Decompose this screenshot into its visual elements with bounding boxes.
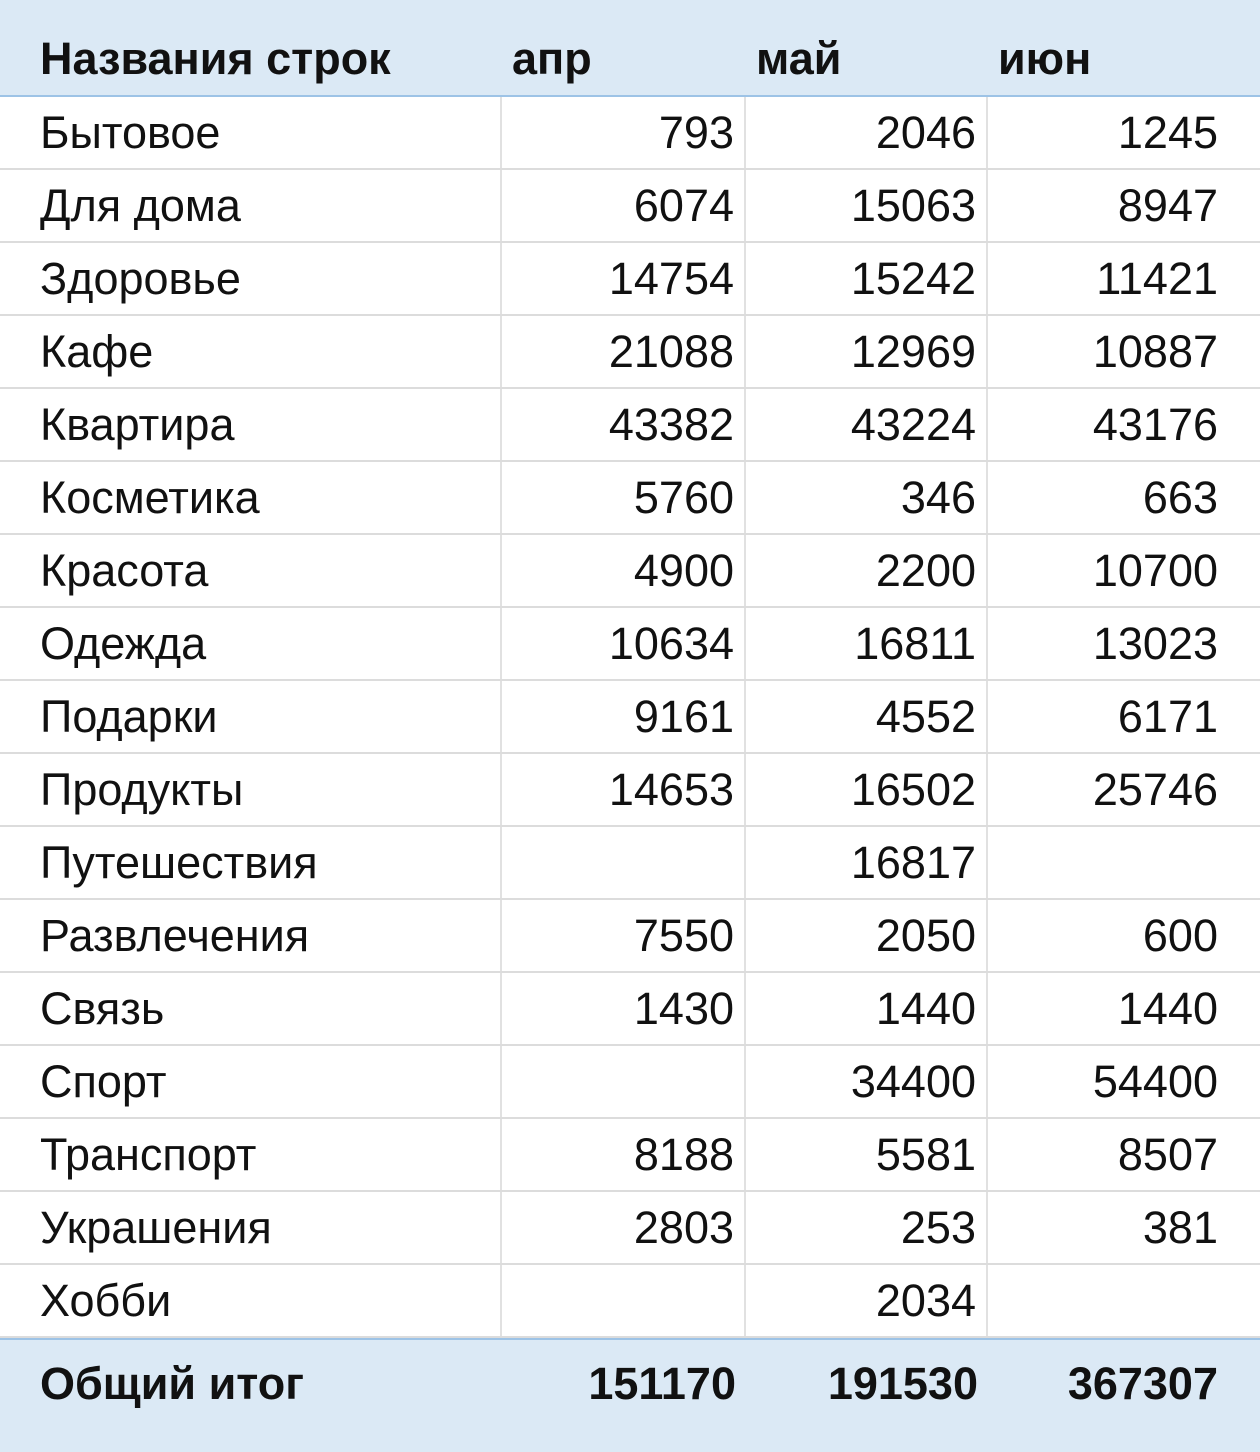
grand-total-row: Общий итог 151170 191530 367307 xyxy=(0,1338,1260,1452)
apr-value-cell[interactable]: 6074 xyxy=(502,170,746,241)
row-label-cell[interactable]: Здоровье xyxy=(0,243,502,314)
table-row: Косметика 5760 346 663 xyxy=(0,462,1260,535)
row-label-cell[interactable]: Продукты xyxy=(0,754,502,825)
apr-value-cell[interactable]: 7550 xyxy=(502,900,746,971)
header-row: Названия строк апр май июн xyxy=(0,0,1260,97)
apr-value-cell[interactable]: 21088 xyxy=(502,316,746,387)
row-label-cell[interactable]: Хобби xyxy=(0,1265,502,1336)
row-label-cell[interactable]: Развлечения xyxy=(0,900,502,971)
table-row: Квартира 43382 43224 43176 xyxy=(0,389,1260,462)
apr-value-cell[interactable]: 793 xyxy=(502,97,746,168)
apr-value-cell[interactable]: 43382 xyxy=(502,389,746,460)
jun-value-cell[interactable]: 43176 xyxy=(1092,398,1218,450)
jun-value-cell[interactable]: 381 xyxy=(1142,1201,1218,1253)
row-label-cell[interactable]: Бытовое xyxy=(0,97,502,168)
may-value-cell[interactable]: 15063 xyxy=(746,170,988,241)
grand-total-jun[interactable]: 367307 xyxy=(1067,1358,1218,1409)
grand-total-label[interactable]: Общий итог xyxy=(40,1358,304,1409)
table-row: Здоровье 14754 15242 11421 xyxy=(0,243,1260,316)
jun-value-cell[interactable]: 8947 xyxy=(1117,179,1218,231)
header-apr[interactable]: апр xyxy=(512,33,592,84)
jun-value-cell[interactable]: 600 xyxy=(1142,909,1218,961)
table-row: Одежда 10634 16811 13023 xyxy=(0,608,1260,681)
jun-value-cell[interactable]: 10887 xyxy=(1092,325,1218,377)
row-label-cell[interactable]: Одежда xyxy=(0,608,502,679)
header-may[interactable]: май xyxy=(756,33,842,84)
row-label-cell[interactable]: Украшения xyxy=(0,1192,502,1263)
may-value-cell[interactable]: 12969 xyxy=(746,316,988,387)
jun-value-cell[interactable]: 1245 xyxy=(1117,106,1218,158)
may-value-cell[interactable]: 43224 xyxy=(746,389,988,460)
row-label-cell[interactable]: Путешествия xyxy=(0,827,502,898)
table-row: Хобби 2034 xyxy=(0,1265,1260,1338)
may-value-cell[interactable]: 16811 xyxy=(746,608,988,679)
header-row-labels[interactable]: Названия строк xyxy=(40,33,391,84)
row-label-cell[interactable]: Красота xyxy=(0,535,502,606)
apr-value-cell[interactable]: 10634 xyxy=(502,608,746,679)
table-row: Продукты 14653 16502 25746 xyxy=(0,754,1260,827)
may-value-cell[interactable]: 4552 xyxy=(746,681,988,752)
table-row: Для дома 6074 15063 8947 xyxy=(0,170,1260,243)
jun-value-cell[interactable]: 13023 xyxy=(1092,617,1218,669)
may-value-cell[interactable]: 5581 xyxy=(746,1119,988,1190)
table-row: Украшения 2803 253 381 xyxy=(0,1192,1260,1265)
grand-total-apr[interactable]: 151170 xyxy=(588,1358,736,1409)
jun-value-cell[interactable]: 1440 xyxy=(1117,982,1218,1034)
may-value-cell[interactable]: 16817 xyxy=(746,827,988,898)
apr-value-cell[interactable]: 8188 xyxy=(502,1119,746,1190)
jun-value-cell[interactable] xyxy=(988,1265,1260,1336)
apr-value-cell[interactable] xyxy=(502,1046,746,1117)
table-row: Связь 1430 1440 1440 xyxy=(0,973,1260,1046)
table-row: Подарки 9161 4552 6171 xyxy=(0,681,1260,754)
table-row: Развлечения 7550 2050 600 xyxy=(0,900,1260,973)
header-jun[interactable]: июн xyxy=(998,33,1092,84)
may-value-cell[interactable]: 15242 xyxy=(746,243,988,314)
may-value-cell[interactable]: 253 xyxy=(746,1192,988,1263)
table-row: Красота 4900 2200 10700 xyxy=(0,535,1260,608)
row-label-cell[interactable]: Подарки xyxy=(0,681,502,752)
jun-value-cell[interactable]: 54400 xyxy=(1092,1055,1218,1107)
apr-value-cell[interactable]: 14754 xyxy=(502,243,746,314)
apr-value-cell[interactable]: 1430 xyxy=(502,973,746,1044)
table-row: Спорт 34400 54400 xyxy=(0,1046,1260,1119)
may-value-cell[interactable]: 1440 xyxy=(746,973,988,1044)
apr-value-cell[interactable]: 2803 xyxy=(502,1192,746,1263)
table-row: Кафе 21088 12969 10887 xyxy=(0,316,1260,389)
may-value-cell[interactable]: 34400 xyxy=(746,1046,988,1117)
may-value-cell[interactable]: 346 xyxy=(746,462,988,533)
table-row: Бытовое 793 2046 1245 xyxy=(0,97,1260,170)
may-value-cell[interactable]: 2050 xyxy=(746,900,988,971)
apr-value-cell[interactable]: 9161 xyxy=(502,681,746,752)
row-label-cell[interactable]: Квартира xyxy=(0,389,502,460)
jun-value-cell[interactable]: 10700 xyxy=(1092,544,1218,596)
jun-value-cell[interactable]: 8507 xyxy=(1117,1128,1218,1180)
apr-value-cell[interactable] xyxy=(502,827,746,898)
table-row: Путешествия 16817 xyxy=(0,827,1260,900)
apr-value-cell[interactable] xyxy=(502,1265,746,1336)
table-row: Транспорт 8188 5581 8507 xyxy=(0,1119,1260,1192)
jun-value-cell[interactable]: 11421 xyxy=(1096,252,1218,304)
may-value-cell[interactable]: 16502 xyxy=(746,754,988,825)
jun-value-cell[interactable] xyxy=(988,827,1260,898)
row-label-cell[interactable]: Связь xyxy=(0,973,502,1044)
row-label-cell[interactable]: Для дома xyxy=(0,170,502,241)
may-value-cell[interactable]: 2034 xyxy=(746,1265,988,1336)
row-label-cell[interactable]: Кафе xyxy=(0,316,502,387)
apr-value-cell[interactable]: 5760 xyxy=(502,462,746,533)
may-value-cell[interactable]: 2046 xyxy=(746,97,988,168)
table-body: Бытовое 793 2046 1245 Для дома 6074 15063 8947 З… xyxy=(0,97,1260,1338)
apr-value-cell[interactable]: 14653 xyxy=(502,754,746,825)
apr-value-cell[interactable]: 4900 xyxy=(502,535,746,606)
may-value-cell[interactable]: 2200 xyxy=(746,535,988,606)
row-label-cell[interactable]: Спорт xyxy=(0,1046,502,1117)
jun-value-cell[interactable]: 6171 xyxy=(1117,690,1218,742)
row-label-cell[interactable]: Транспорт xyxy=(0,1119,502,1190)
jun-value-cell[interactable]: 25746 xyxy=(1092,763,1218,815)
jun-value-cell[interactable]: 663 xyxy=(1142,471,1218,523)
grand-total-may[interactable]: 191530 xyxy=(827,1358,978,1409)
row-label-cell[interactable]: Косметика xyxy=(0,462,502,533)
